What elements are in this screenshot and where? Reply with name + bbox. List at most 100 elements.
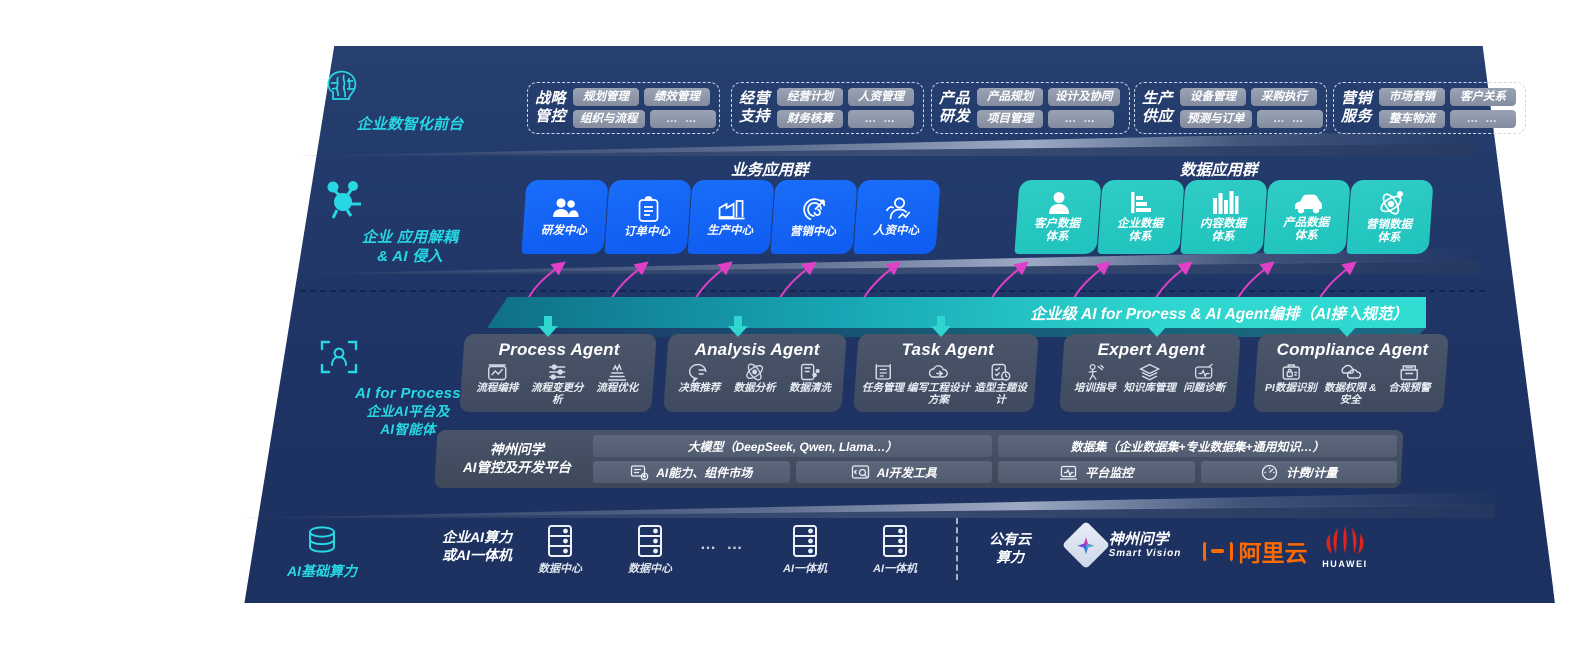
optimize-icon [606, 362, 628, 382]
atom-analysis-icon [744, 362, 766, 382]
platform-cell-market[interactable]: AI能力、组件市场 [593, 461, 790, 483]
domain-chip[interactable]: 组织与流程 [573, 110, 645, 128]
domain-chip-more[interactable]: … … [1450, 110, 1517, 128]
domain-group-strategy[interactable]: 战略 管控 规划管理 绩效管理 组织与流程 … … [527, 82, 720, 134]
data-tile-marketing[interactable]: 营销数据 体系 [1346, 180, 1434, 254]
app-tile-rnd-center[interactable]: 研发中心 [521, 180, 609, 254]
agent-capability[interactable]: 造型主题设计 [972, 362, 1029, 406]
agent-capability[interactable]: 数据清洗 [783, 362, 838, 395]
rail-label-text: 企业数智化前台 [356, 116, 464, 133]
domain-chip[interactable]: 项目管理 [977, 110, 1044, 128]
domain-group-operations[interactable]: 经营 支持 经营计划 人资管理 财务核算 … … [731, 82, 924, 134]
data-group-title: 数据应用群 [1180, 162, 1258, 179]
agent-capability[interactable]: 任务管理 [861, 362, 905, 406]
tile-label: 生产中心 [706, 225, 753, 237]
agent-card-process[interactable]: Process Agent 流程编排 流程变更分析 [459, 334, 657, 412]
domain-chip[interactable]: 财务核算 [777, 110, 844, 128]
shield-cloud-icon [1339, 362, 1362, 382]
domain-chips: 规划管理 绩效管理 组织与流程 … … [573, 88, 716, 128]
domain-group-supply[interactable]: 生产 供应 设备管理 采购执行 预测与订单 … … [1134, 82, 1327, 134]
data-tile-customer[interactable]: 客户数据 体系 [1014, 180, 1102, 254]
banner-shadow [487, 328, 1426, 337]
platform-dataset-row[interactable]: 数据集（企业数据集+专业数据集+通用知识…） [998, 435, 1397, 457]
ai-platform-bar[interactable]: 神州问学 AI管控及开发平台 大模型（DeepSeek, Qwen, Llama… [434, 430, 1404, 488]
agent-capability[interactable]: 决策推荐 [672, 362, 727, 395]
aliyun-logo-icon [1202, 539, 1233, 563]
agent-link-arrow [538, 316, 558, 337]
agent-capability[interactable]: 合规预警 [1380, 362, 1439, 406]
rail-label-ai-compute: AI基础算力 [262, 522, 382, 578]
agent-capability[interactable]: 数据权限 & 安全 [1321, 362, 1380, 406]
agent-card-task[interactable]: Task Agent 任务管理 [853, 334, 1039, 412]
server-icon [545, 524, 575, 558]
person-chart-icon [884, 196, 912, 222]
domain-group-rnd[interactable]: 产品 研发 产品规划 设计及协同 项目管理 … … [931, 82, 1130, 134]
vendor-name: 神州问学 [1108, 530, 1169, 548]
agent-capability[interactable]: 流程变更分析 [528, 362, 587, 406]
domain-chip[interactable]: 市场营销 [1379, 88, 1446, 106]
domain-chip[interactable]: 整车物流 [1379, 110, 1446, 128]
platform-title-line1: 神州问学 [490, 442, 544, 457]
rail-label-text: AI for Process [355, 385, 461, 402]
domain-chip[interactable]: 设备管理 [1180, 88, 1247, 106]
domain-chip-more[interactable]: … … [1256, 110, 1323, 128]
rail-label-ai-for-process: AI for Process 企业AI平台及 AI智能体 [318, 336, 498, 439]
capability-label: 造型主题设计 [974, 382, 1027, 406]
rail-label-text-2: & AI 侵入 [377, 248, 443, 265]
agent-name: Task Agent [901, 340, 994, 359]
agent-capability[interactable]: 问题诊断 [1177, 362, 1231, 395]
platform-cell-billing[interactable]: 计费/计量 [1200, 461, 1397, 483]
atom-icon [1378, 190, 1405, 216]
infra-label: AI一体机 [873, 563, 917, 575]
domain-chip-more[interactable]: … … [649, 110, 716, 128]
platform-models-row[interactable]: 大模型（DeepSeek, Qwen, Llama…） [593, 435, 992, 457]
data-tile-content[interactable]: 内容数据 体系 [1180, 180, 1268, 254]
domain-chip[interactable]: 绩效管理 [644, 88, 711, 106]
agent-capability[interactable]: 培训指导 [1068, 362, 1122, 395]
app-tile-order-center[interactable]: 订单中心 [604, 180, 692, 254]
id-lock-icon [1280, 362, 1302, 382]
domain-chip[interactable]: 经营计划 [777, 88, 844, 106]
agent-capability[interactable]: 流程优化 [588, 362, 647, 406]
domain-chip[interactable]: 人资管理 [848, 88, 915, 106]
platform-title: 神州问学 AI管控及开发平台 [441, 435, 593, 483]
agent-card-analysis[interactable]: Analysis Agent 决策推荐 [663, 334, 847, 412]
decouple-dash-divider [300, 290, 1485, 292]
vendor-logo-aliyun: 阿里云 [1180, 534, 1330, 568]
platform-cell-devtool[interactable]: AI开发工具 [795, 461, 992, 483]
domain-chip[interactable]: 预测与订单 [1180, 110, 1252, 128]
rail-label-text: 企业 应用解耦 [361, 229, 459, 246]
app-tile-hr-center[interactable]: 人资中心 [853, 180, 941, 254]
agent-capability[interactable]: PI数据识别 [1262, 362, 1321, 406]
app-tile-marketing-center[interactable]: 营销中心 [770, 180, 858, 254]
agent-card-compliance[interactable]: Compliance Agent PI数据识别 [1253, 334, 1449, 412]
agent-capability[interactable]: 流程编排 [468, 362, 527, 406]
app-tile-production-center[interactable]: 生产中心 [687, 180, 775, 254]
agent-capability[interactable]: 编写工程设计方案 [905, 362, 972, 406]
domain-chip[interactable]: 规划管理 [573, 88, 640, 106]
server-icon [880, 524, 910, 558]
domain-chip[interactable]: 设计及协同 [1048, 88, 1120, 106]
target-icon [801, 196, 828, 223]
infra-item-datacenter-2: 数据中心 [610, 524, 690, 576]
domain-chip-more[interactable]: … … [848, 110, 915, 128]
brain-head-icon [320, 65, 500, 109]
agent-link-arrow [931, 316, 951, 337]
platform-cell-monitor[interactable]: 平台监控 [998, 461, 1195, 483]
agent-card-expert[interactable]: Expert Agent 培训指导 [1059, 334, 1241, 412]
data-tile-product[interactable]: 产品数据 体系 [1263, 180, 1351, 254]
agent-capability[interactable]: 数据分析 [727, 362, 782, 395]
tile-label: 内容数据 体系 [1200, 218, 1247, 243]
infra-item-aio-2: AI一体机 [855, 524, 935, 576]
data-tile-enterprise[interactable]: 企业数据 体系 [1097, 180, 1185, 254]
capability-label: PI数据识别 [1264, 382, 1317, 394]
car-icon [1293, 192, 1323, 214]
domain-chip[interactable]: 采购执行 [1251, 88, 1318, 106]
domain-chip[interactable]: 产品规划 [977, 88, 1044, 106]
domain-chip-more[interactable]: … … [1048, 110, 1115, 128]
domain-group-marketing[interactable]: 营销 服务 市场营销 客户关系 整车物流 … … [1333, 82, 1526, 134]
domain-name: 产品 研发 [939, 90, 971, 125]
domain-chip[interactable]: 客户关系 [1450, 88, 1517, 106]
rail-label-text-2: 企业AI平台及 [366, 404, 450, 419]
agent-capability[interactable]: 知识库管理 [1123, 362, 1177, 395]
